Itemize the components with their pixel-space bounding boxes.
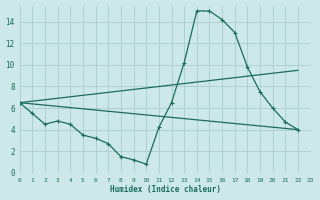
X-axis label: Humidex (Indice chaleur): Humidex (Indice chaleur) [110,185,221,194]
